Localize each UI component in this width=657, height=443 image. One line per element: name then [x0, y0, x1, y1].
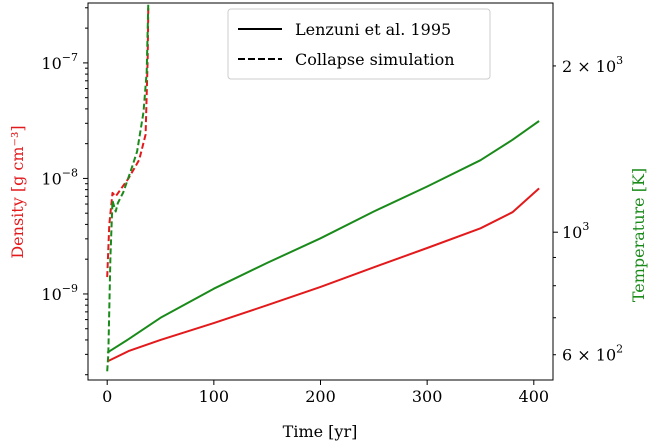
x-tick-label: 100	[199, 387, 230, 406]
right-axis-title: Temperature [K]	[629, 168, 648, 302]
legend: Lenzuni et al. 1995 Collapse simulation	[227, 8, 491, 80]
left-tick-label: 10−7	[41, 51, 78, 73]
right-tick-label: 2 × 103	[562, 54, 623, 76]
series-density-solid	[106, 187, 540, 363]
left-axis-title: Density [g cm⁻³]	[8, 125, 27, 258]
series-layer	[106, 2, 540, 372]
series-temperature-dashed	[106, 2, 150, 372]
x-tick-label: 200	[305, 387, 336, 406]
right-y-axis: 6 × 102 103 2 × 103	[553, 54, 623, 365]
legend-label-solid: Lenzuni et al. 1995	[295, 20, 451, 39]
left-tick-label: 10−9	[41, 282, 78, 304]
right-tick-label: 103	[562, 220, 589, 242]
x-axis: 0 100 200 300 400	[102, 380, 549, 406]
series-temperature-solid	[106, 120, 540, 354]
x-tick-label: 0	[102, 387, 112, 406]
x-tick-label: 400	[519, 387, 550, 406]
left-y-axis: 10−9 10−8 10−7	[41, 7, 88, 376]
legend-box	[227, 8, 491, 80]
right-tick-label: 6 × 102	[562, 343, 623, 365]
legend-label-dashed: Collapse simulation	[295, 50, 455, 69]
x-axis-title: Time [yr]	[283, 422, 358, 441]
left-tick-label: 10−8	[41, 166, 78, 188]
x-tick-label: 300	[412, 387, 443, 406]
series-density-dashed	[106, 6, 150, 278]
